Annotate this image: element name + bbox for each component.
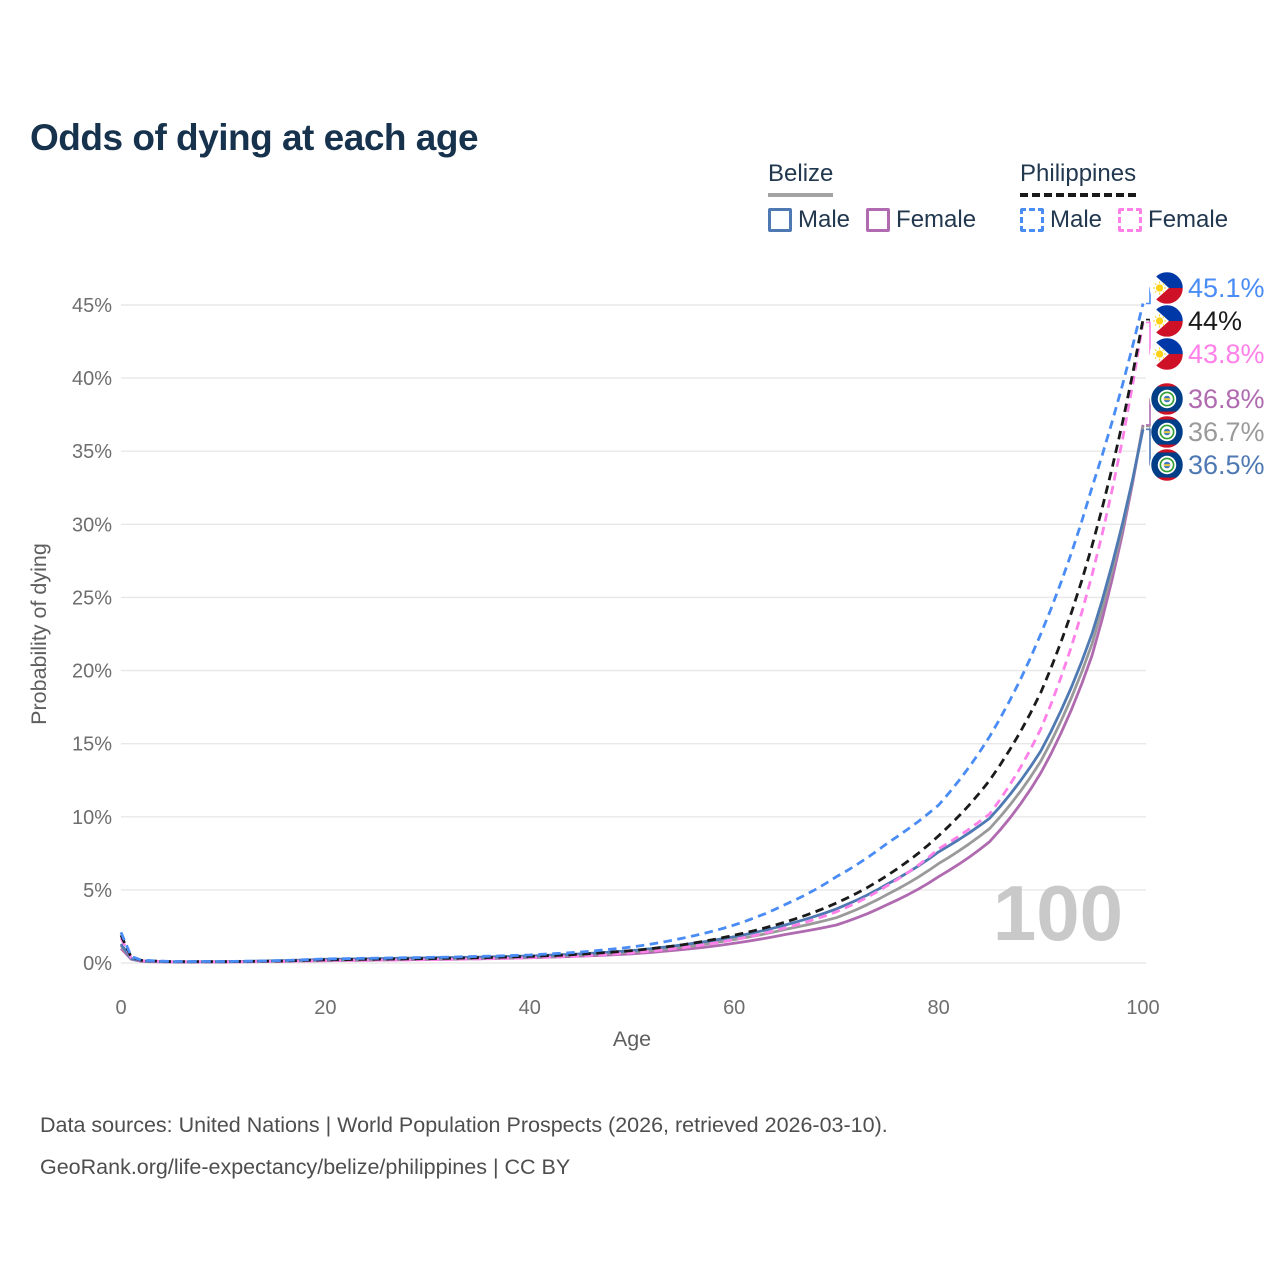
legend-header-belize[interactable]: Belize (768, 160, 834, 197)
legend-item-philippines-male[interactable]: Male (1020, 206, 1102, 234)
legend-items-belize: Male Female (768, 206, 992, 234)
legend-label-belize-male: Male (798, 206, 851, 233)
belize-flag-icon (1149, 381, 1185, 417)
page-title: Odds of dying at each age (30, 116, 479, 158)
philippines-flag-icon (1149, 270, 1185, 306)
x-axis-title: Age (613, 1027, 651, 1051)
y-axis-title: Probability of dying (27, 543, 51, 725)
legend-label-belize-female: Female (896, 206, 977, 233)
data-sources-line: Data sources: United Nations | World Pop… (40, 1113, 888, 1137)
y-tick-label-20: 20% (72, 661, 112, 683)
x-tick-label-100: 100 (1126, 997, 1159, 1019)
x-tick-label-0: 0 (115, 997, 126, 1019)
x-tick-label-20: 20 (314, 997, 336, 1019)
legend-item-belize-male[interactable]: Male (768, 206, 850, 234)
end-value-label-philippines-both-sexes: 44% (1188, 306, 1242, 336)
legend-item-philippines-female[interactable]: Female (1118, 206, 1228, 234)
attribution-line: GeoRank.org/life-expectancy/belize/phili… (40, 1155, 571, 1179)
legend-group-philippines: Philippines Male Female (1020, 160, 1244, 234)
x-tick-label-60: 60 (723, 997, 745, 1019)
y-tick-label-30: 30% (72, 514, 112, 536)
y-tick-label-10: 10% (72, 807, 112, 829)
legend-label-philippines-female: Female (1148, 206, 1229, 233)
philippines-flag-icon (1149, 303, 1185, 339)
chart-footer: Data sources: United Nations | World Pop… (40, 1104, 888, 1188)
belize-female-swatch-icon (866, 208, 891, 232)
y-tick-label-15: 15% (72, 734, 112, 756)
y-tick-label-35: 35% (72, 441, 112, 463)
philippines-female-swatch-icon (1118, 208, 1143, 232)
y-tick-label-0: 0% (83, 953, 112, 975)
end-value-label-philippines-male: 45.1% (1188, 273, 1265, 303)
y-tick-label-40: 40% (72, 368, 112, 390)
belize-flag-icon (1149, 447, 1185, 483)
end-value-label-belize-male: 36.5% (1188, 450, 1265, 480)
legend-header-philippines[interactable]: Philippines (1020, 160, 1137, 197)
philippines-male-swatch-icon (1020, 208, 1044, 232)
legend-label-philippines-male: Male (1050, 206, 1103, 233)
end-value-label-belize-both-sexes: 36.7% (1188, 417, 1265, 447)
belize-flag-icon (1149, 414, 1185, 450)
y-tick-label-25: 25% (72, 587, 112, 609)
series-line-philippines-male[interactable] (119, 303, 1145, 963)
legend-group-belize: Belize Male Female (768, 160, 992, 234)
y-tick-label-5: 5% (83, 880, 112, 902)
plot-area[interactable] (121, 280, 1146, 968)
legend-items-philippines: Male Female (1020, 206, 1244, 234)
end-value-label-belize-female: 36.8% (1188, 384, 1265, 414)
legend: Belize Male Female Philippines Male Fema… (0, 160, 1280, 250)
philippines-flag-icon (1149, 336, 1185, 372)
x-tick-label-80: 80 (927, 997, 949, 1019)
end-value-label-philippines-female: 43.8% (1188, 339, 1265, 369)
belize-male-swatch-icon (768, 208, 792, 232)
legend-item-belize-female[interactable]: Female (866, 206, 976, 234)
x-tick-label-40: 40 (519, 997, 541, 1019)
watermark-age-label: 100 (993, 869, 1123, 957)
y-tick-label-45: 45% (72, 295, 112, 317)
